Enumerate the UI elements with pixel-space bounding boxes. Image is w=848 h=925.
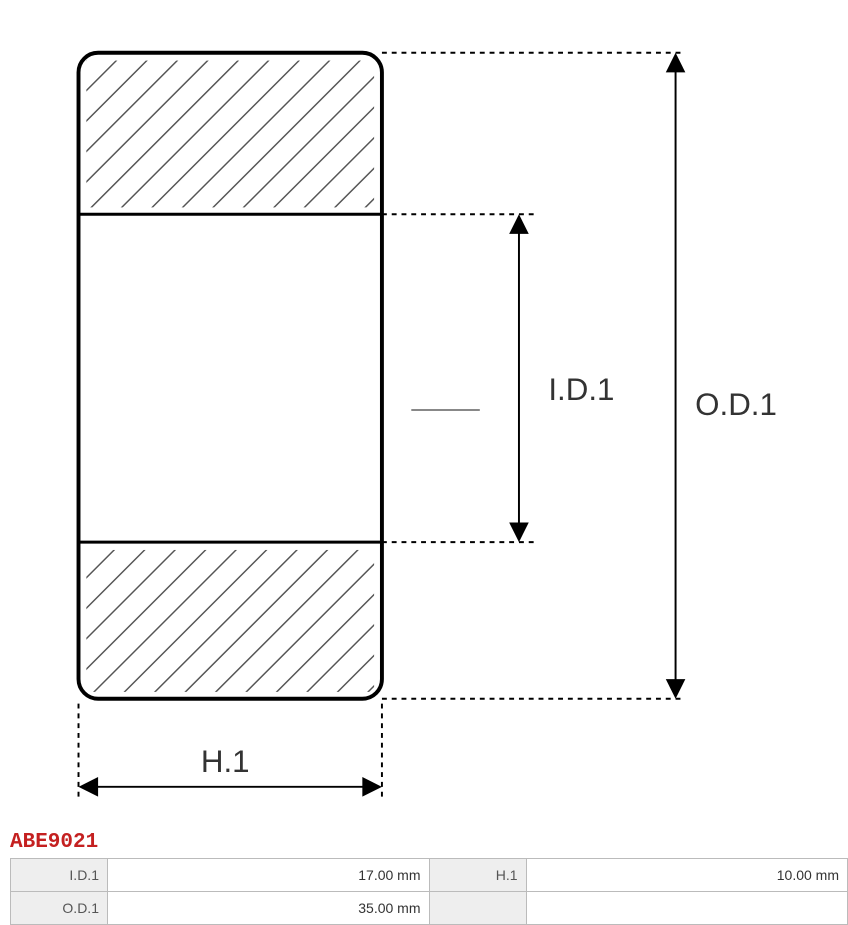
spec-table: I.D.1 17.00 mm H.1 10.00 mm O.D.1 35.00 … <box>10 858 848 925</box>
spec-label <box>429 892 526 925</box>
bearing-cross-section-svg: I.D.1 O.D.1 H.1 <box>10 10 840 810</box>
spec-value: 35.00 mm <box>108 892 430 925</box>
spec-label: H.1 <box>429 859 526 892</box>
page: I.D.1O.D.1H.1 ABE9021 I.D.1 17.00 mm H.1… <box>0 0 848 925</box>
svg-text:O.D.1: O.D.1 <box>695 387 777 422</box>
spec-value: 10.00 mm <box>526 859 848 892</box>
table-row: I.D.1 17.00 mm H.1 10.00 mm <box>11 859 848 892</box>
table-row: O.D.1 35.00 mm <box>11 892 848 925</box>
spec-value <box>526 892 848 925</box>
spec-label: I.D.1 <box>11 859 108 892</box>
svg-text:I.D.1: I.D.1 <box>548 372 614 407</box>
svg-text:H.1: H.1 <box>201 744 250 779</box>
spec-value: 17.00 mm <box>108 859 430 892</box>
spec-label: O.D.1 <box>11 892 108 925</box>
part-code: ABE9021 <box>10 831 848 854</box>
technical-diagram: I.D.1 O.D.1 H.1 <box>0 0 848 825</box>
